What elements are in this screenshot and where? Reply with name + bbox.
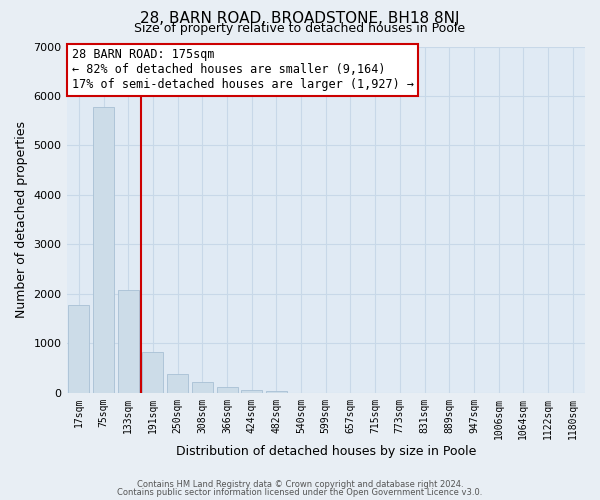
Text: Contains public sector information licensed under the Open Government Licence v3: Contains public sector information licen…: [118, 488, 482, 497]
Bar: [266, 392, 287, 393]
Bar: [241, 390, 262, 393]
Text: Size of property relative to detached houses in Poole: Size of property relative to detached ho…: [134, 22, 466, 35]
Bar: [118, 290, 139, 393]
X-axis label: Distribution of detached houses by size in Poole: Distribution of detached houses by size …: [176, 444, 476, 458]
Bar: [68, 305, 89, 393]
Bar: [217, 387, 238, 393]
Bar: [167, 374, 188, 393]
Bar: [192, 382, 213, 393]
Y-axis label: Number of detached properties: Number of detached properties: [15, 121, 28, 318]
Text: 28, BARN ROAD, BROADSTONE, BH18 8NJ: 28, BARN ROAD, BROADSTONE, BH18 8NJ: [140, 11, 460, 26]
Text: 28 BARN ROAD: 175sqm
← 82% of detached houses are smaller (9,164)
17% of semi-de: 28 BARN ROAD: 175sqm ← 82% of detached h…: [72, 48, 414, 91]
Bar: [142, 352, 163, 393]
Bar: [93, 107, 114, 393]
Text: Contains HM Land Registry data © Crown copyright and database right 2024.: Contains HM Land Registry data © Crown c…: [137, 480, 463, 489]
